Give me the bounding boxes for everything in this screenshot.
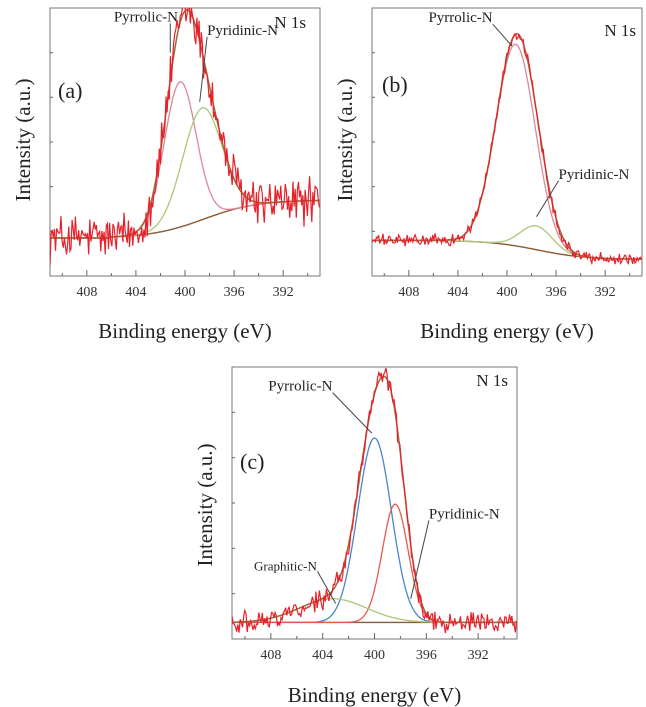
raw-spectrum [50,8,320,266]
annotation-pyridinic-n: Pyridinic-N [429,506,500,522]
x-tick-label: 400 [364,648,385,663]
x-tick-label: 392 [273,285,294,300]
fit-envelope [372,32,642,260]
x-tick-label: 408 [76,285,97,300]
annotation-pyrrolic-n: Pyrrolic-N [268,379,332,395]
fit-envelope [232,375,517,624]
core-level-label: N 1s [274,13,306,32]
component-curve-pyrrolic-n [372,43,642,260]
annotation-pyridinic-n: Pyridinic-N [559,167,630,183]
x-tick-label: 404 [312,648,333,663]
x-tick-label: 396 [224,285,245,300]
panel-label: (c) [240,449,264,474]
plot-area [372,32,642,266]
x-axis-title: Binding energy (eV) [420,319,593,343]
annotation-leader [536,180,559,217]
y-axis-title: Intensity (a.u.) [333,78,357,201]
x-axis-title: Binding energy (eV) [288,683,461,707]
x-tick-label: 396 [546,285,567,300]
annotation-leader [199,36,208,102]
annotation-pyridinic-n: Pyridinic-N [207,23,278,39]
x-tick-label: 408 [398,285,419,300]
annotation-leader [317,571,337,604]
plot-area [50,8,320,266]
panel-label: (a) [58,78,82,103]
panel-3: 408 404 400 396 392 Binding energy (eV) Intens… [193,366,518,707]
x-tick-label: 404 [447,285,468,300]
x-tick-label: 396 [416,648,437,663]
y-axis-title: Intensity (a.u.) [11,78,35,201]
x-axis-title: Binding energy (eV) [98,319,271,343]
component-curve-pyridinic-n [50,107,320,239]
panel-2: 408 404 400 396 392 Binding energy (eV) Intens… [333,7,643,343]
x-tick-label: 408 [260,648,281,663]
x-tick-label: 400 [175,285,196,300]
component-curve-pyrrolic-n [232,437,517,624]
annotation-leader [410,520,430,599]
core-level-label: N 1s [604,21,636,40]
raw-spectrum [232,367,517,634]
fit-envelope [50,9,320,239]
component-curve-pyrrolic-n [50,81,320,239]
core-level-label: N 1s [476,371,508,390]
x-tick-label: 400 [497,285,518,300]
plot-area [232,367,517,634]
plot-frame [371,7,643,277]
annotation-pyrrolic-n: Pyrrolic-N [428,10,492,26]
x-tick-label: 392 [595,285,616,300]
plot-frame [231,366,518,640]
x-tick-label: 404 [125,285,146,300]
panel-1: 408 404 400 396 392 Binding energy (eV) Intens… [11,7,321,343]
annotation-leader [332,392,373,434]
annotation-pyrrolic-n: Pyrrolic-N [114,9,178,25]
raw-spectrum [372,33,642,266]
panel-label: (b) [382,72,408,97]
annotation-leader [492,23,513,47]
annotation-graphitic-n: Graphitic-N [254,558,317,573]
y-axis-title: Intensity (a.u.) [193,443,217,566]
x-tick-label: 392 [468,648,489,663]
